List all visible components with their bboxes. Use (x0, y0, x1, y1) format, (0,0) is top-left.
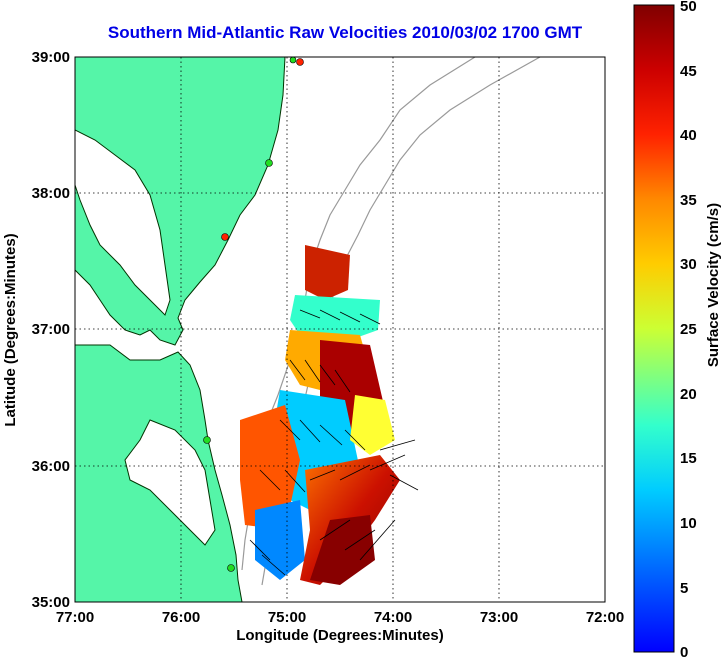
y-tick-label: 35:00 (32, 594, 70, 611)
x-tick-labels: 77:00 76:00 75:00 74:00 73:00 72:00 (56, 609, 624, 626)
x-tick-label: 77:00 (56, 609, 94, 626)
colorbar-tick-labels: 0 5 10 15 20 25 30 35 40 45 50 (680, 0, 697, 659)
water-bay (75, 129, 171, 316)
colorbar-tick-label: 50 (680, 0, 697, 15)
station-marker (221, 233, 229, 241)
colorbar-tick-label: 20 (680, 386, 697, 403)
colorbar-tick-label: 15 (680, 450, 697, 467)
y-tick-label: 37:00 (32, 321, 70, 338)
colorbar-tick-label: 35 (680, 192, 697, 209)
y-axis-label: Latitude (Degrees:Minutes) (2, 233, 19, 426)
station-marker (265, 159, 273, 167)
colorbar-tick-label: 10 (680, 515, 697, 532)
colorbar-tick-label: 0 (680, 644, 688, 659)
y-tick-label: 38:00 (32, 185, 70, 202)
plot-frame (74, 56, 606, 603)
colorbar (633, 4, 675, 653)
y-tick-label: 39:00 (32, 49, 70, 66)
velocity-field (240, 245, 400, 585)
station-marker (227, 564, 235, 572)
colorbar-tick-label: 30 (680, 256, 697, 273)
y-tick-labels: 39:00 38:00 37:00 36:00 35:00 (32, 49, 70, 611)
x-tick-label: 73:00 (480, 609, 518, 626)
colorbar-tick-label: 5 (680, 580, 688, 597)
water-sound (124, 419, 216, 546)
map-grid (75, 57, 605, 602)
colorbar-tick-label: 25 (680, 321, 697, 338)
colorbar-tick-label: 45 (680, 63, 697, 80)
colorbar-label: Surface Velocity (cm/s) (705, 203, 722, 367)
x-tick-label: 74:00 (374, 609, 412, 626)
x-tick-label: 76:00 (162, 609, 200, 626)
colorbar-tick-label: 40 (680, 127, 697, 144)
x-tick-label: 75:00 (268, 609, 306, 626)
y-tick-label: 36:00 (32, 458, 70, 475)
velocity-vectors (249, 309, 419, 576)
station-marker (296, 58, 304, 66)
station-marker (289, 57, 297, 64)
x-tick-label: 72:00 (586, 609, 624, 626)
x-axis-label: Longitude (Degrees:Minutes) (236, 627, 444, 644)
station-marker (203, 436, 211, 444)
map-title: Southern Mid-Atlantic Raw Velocities 201… (107, 23, 583, 42)
